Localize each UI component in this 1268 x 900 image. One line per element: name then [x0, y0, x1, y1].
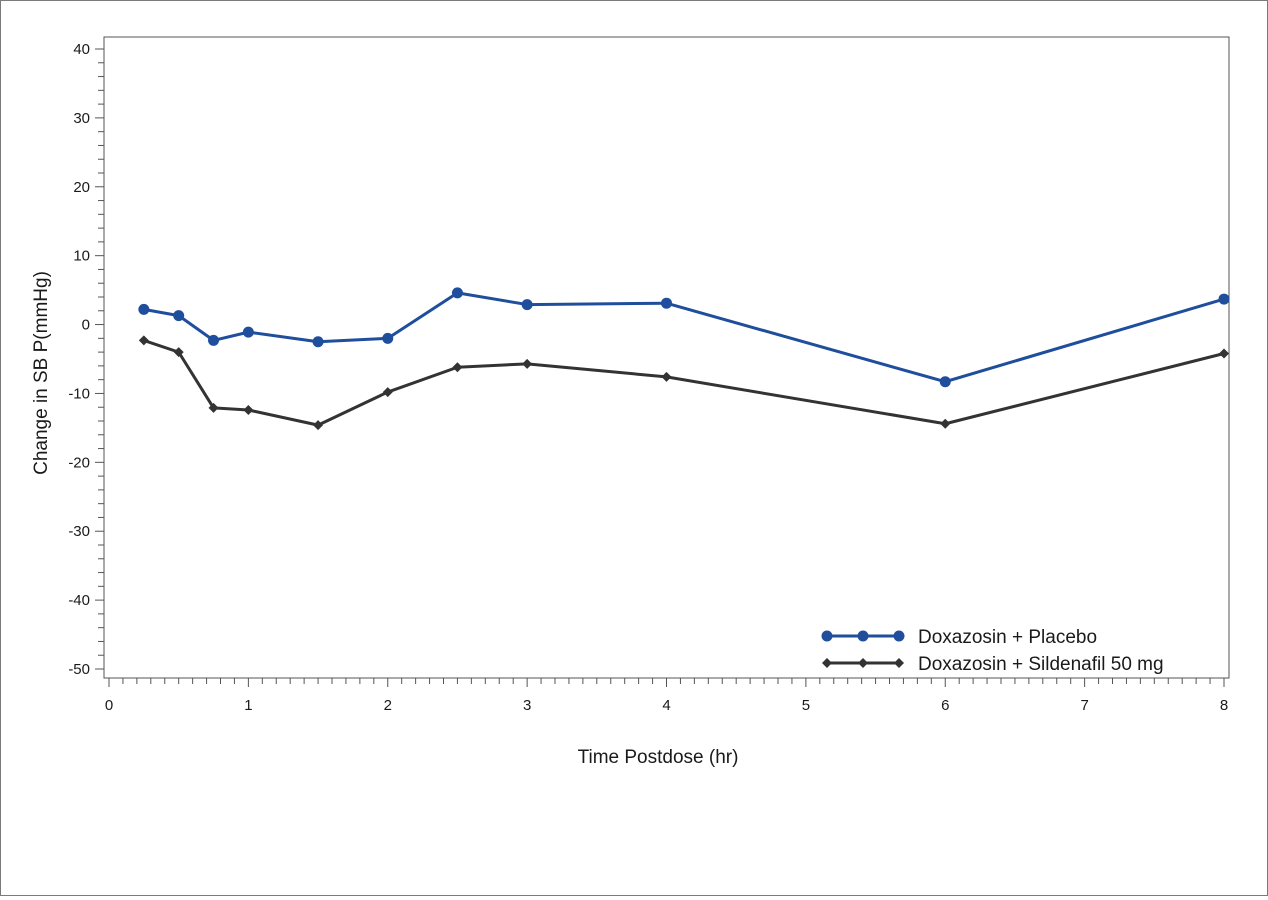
data-point	[939, 376, 951, 388]
legend-label: Doxazosin + Sildenafil 50 mg	[918, 654, 1164, 675]
y-tick-label: -40	[68, 592, 90, 609]
legend-marker	[894, 658, 904, 668]
data-point	[940, 418, 951, 429]
legend-marker	[858, 658, 868, 668]
data-point	[451, 287, 463, 299]
series-line	[143, 338, 1225, 427]
data-point	[521, 299, 533, 311]
x-axis: 0 1 2 3 4 5 6 7 8	[105, 678, 1228, 714]
data-point	[382, 332, 394, 344]
y-axis: 40 30 20 10 0 -10 -20 -30 -40 -50	[68, 41, 104, 678]
x-axis-title: Time Postdose (hr)	[578, 747, 739, 768]
data-point	[138, 335, 149, 346]
legend-marker	[821, 630, 833, 642]
data-point	[1219, 348, 1229, 359]
data-point	[173, 310, 185, 322]
y-tick-label: 30	[73, 110, 90, 127]
legend-marker	[822, 658, 832, 668]
legend-item: Doxazosin + Sildenafil 50 mg	[822, 654, 1164, 675]
x-tick-label: 7	[1080, 697, 1088, 714]
series-2	[138, 335, 1229, 431]
series-line	[143, 291, 1225, 384]
y-tick-label: -50	[68, 661, 90, 678]
x-tick-label: 1	[244, 697, 252, 714]
x-tick-label: 3	[523, 697, 531, 714]
legend-label: Doxazosin + Placebo	[918, 627, 1097, 648]
data-point	[452, 362, 463, 373]
legend-marker	[893, 630, 905, 642]
data-point	[661, 371, 672, 382]
series-1	[138, 287, 1230, 388]
data-point	[522, 358, 533, 369]
data-point	[208, 334, 220, 346]
y-axis-title: Change in SB P(mmHg)	[31, 271, 52, 475]
x-tick-label: 8	[1220, 697, 1228, 714]
data-point	[138, 303, 150, 315]
y-tick-label: 40	[73, 41, 90, 58]
data-point	[313, 420, 324, 431]
data-point	[242, 326, 254, 338]
y-tick-label: -20	[68, 454, 90, 471]
x-tick-label: 6	[941, 697, 949, 714]
legend-item: Doxazosin + Placebo	[821, 627, 1097, 648]
data-point	[312, 336, 324, 348]
legend-marker	[857, 630, 869, 642]
data-point	[208, 402, 219, 413]
data-point	[382, 387, 393, 398]
y-tick-label: 0	[82, 317, 90, 334]
y-tick-label: -10	[68, 385, 90, 402]
y-tick-label: 20	[73, 179, 90, 196]
data-point	[243, 404, 254, 415]
x-tick-label: 0	[105, 697, 113, 714]
legend: Doxazosin + Placebo Doxazosin + Sildenafi…	[821, 627, 1164, 675]
x-tick-label: 4	[662, 697, 670, 714]
data-point	[173, 347, 184, 358]
y-tick-label: 10	[73, 248, 90, 265]
data-point	[661, 297, 672, 309]
y-tick-label: -30	[68, 523, 90, 540]
x-tick-label: 2	[384, 697, 392, 714]
plot-area	[103, 36, 1230, 679]
data-point	[1218, 293, 1230, 305]
series-layer	[138, 287, 1230, 431]
x-tick-label: 5	[802, 697, 810, 714]
